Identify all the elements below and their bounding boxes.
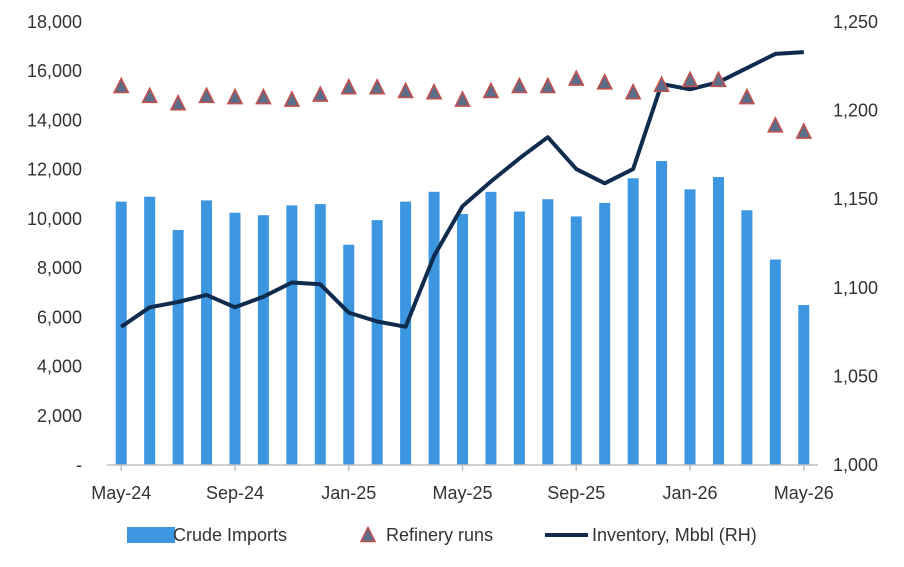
refinery-runs-marker <box>596 73 613 90</box>
crude-imports-bar <box>343 244 355 465</box>
crude-imports-bar <box>684 189 696 465</box>
crude-imports-bar <box>428 191 440 466</box>
legend: Crude Imports Refinery runs Inventory, Mbb… <box>127 525 757 545</box>
y-right-tick-label: 1,150 <box>833 189 878 209</box>
x-tick-label: May-24 <box>91 483 151 503</box>
legend-refinery-runs-label: Refinery runs <box>386 525 493 545</box>
x-tick-label: Jan-26 <box>662 483 717 503</box>
y-left-tick-label: 8,000 <box>37 258 82 278</box>
refinery-runs-marker <box>368 77 386 95</box>
crude-imports-bar <box>314 204 326 465</box>
refinery-runs-marker <box>767 116 784 133</box>
inventory-series-line <box>120 50 804 329</box>
refinery-runs-marker <box>795 122 813 139</box>
crude-imports-bar <box>229 212 241 465</box>
refinery-runs-marker <box>567 69 585 86</box>
x-tick-label: Jan-25 <box>321 483 376 503</box>
refinery-runs-marker <box>340 77 358 95</box>
crude-imports-bar <box>712 177 724 466</box>
crude-imports-bar <box>201 200 213 466</box>
crude-imports-bar <box>513 211 525 465</box>
crude-imports-bar <box>257 215 269 465</box>
crude-imports-bar <box>656 161 668 465</box>
legend-refinery-runs-marker <box>359 525 377 543</box>
crude-imports-bars <box>115 161 810 466</box>
refinery-runs-marker <box>283 90 301 107</box>
refinery-runs-marker <box>397 81 414 99</box>
y-right-tick-label: 1,250 <box>833 12 878 32</box>
y-right-tick-label: 1,200 <box>833 101 878 121</box>
refinery-runs-marker <box>425 82 443 100</box>
x-tick-label: May-25 <box>432 483 492 503</box>
crude-imports-bar <box>542 199 554 465</box>
crude-imports-bar <box>599 202 611 465</box>
crude-imports-bar <box>172 229 184 465</box>
inventory-line <box>120 50 804 329</box>
refinery-runs-marker <box>681 70 699 88</box>
crude-imports-bar <box>741 210 753 465</box>
crude-imports-bar <box>286 205 298 465</box>
crude-imports-bar <box>115 201 127 465</box>
axes: - 2,000 4,000 6,000 8,000 10,000 12,000 14,000 1… <box>27 12 878 503</box>
refinery-runs-marker <box>710 70 727 88</box>
y-left-tick-label: 2,000 <box>37 406 82 426</box>
refinery-runs-marker <box>255 87 272 105</box>
crude-imports-bar <box>144 196 156 465</box>
crude-imports-bar <box>798 305 810 465</box>
crude-imports-bar <box>627 178 639 465</box>
y-left-tick-label: 10,000 <box>27 209 82 229</box>
refinery-runs-marker <box>454 90 471 107</box>
y-left-tick-label: - <box>76 455 82 475</box>
y-left-tick-label: 4,000 <box>37 357 82 377</box>
crude-imports-bar <box>371 220 383 465</box>
crude-imports-bar <box>485 191 497 466</box>
legend-crude-imports-label: Crude Imports <box>173 525 287 545</box>
y-left-tick-label: 16,000 <box>27 61 82 81</box>
refinery-runs-marker <box>482 81 500 99</box>
refinery-runs-marker <box>198 86 215 104</box>
crude-imports-bar <box>457 213 468 465</box>
y-left-tick-label: 12,000 <box>27 160 82 180</box>
x-tick-label: Sep-24 <box>206 483 264 503</box>
crude-imports-bar <box>400 201 412 465</box>
y-left-tick-label: 6,000 <box>37 307 82 327</box>
refinery-runs-marker <box>141 86 158 104</box>
refinery-runs-marker <box>312 85 329 102</box>
y-right-tick-label: 1,050 <box>833 366 878 386</box>
crude-imports-bar <box>570 216 582 465</box>
refinery-runs-marker <box>226 87 244 105</box>
y-left-tick-label: 14,000 <box>27 110 82 130</box>
refinery-runs-marker <box>624 82 642 100</box>
x-tick-label: May-26 <box>774 483 834 503</box>
y-left-tick-label: 18,000 <box>27 12 82 32</box>
refinery-runs-marker <box>539 76 557 94</box>
refinery-runs-marker <box>653 75 670 93</box>
refinery-runs-marker <box>112 76 130 94</box>
x-tick-label: Sep-25 <box>547 483 605 503</box>
y-right-tick-label: 1,000 <box>833 455 878 475</box>
crude-imports-bar <box>769 259 781 465</box>
y-right-tick-label: 1,100 <box>833 278 878 298</box>
refinery-runs-marker <box>511 76 528 94</box>
refinery-runs-marker <box>738 87 756 105</box>
legend-inventory-label: Inventory, Mbbl (RH) <box>592 525 757 545</box>
legend-crude-imports-swatch <box>127 527 175 543</box>
refinery-runs-markers <box>112 69 813 139</box>
refinery-runs-marker <box>169 93 187 111</box>
